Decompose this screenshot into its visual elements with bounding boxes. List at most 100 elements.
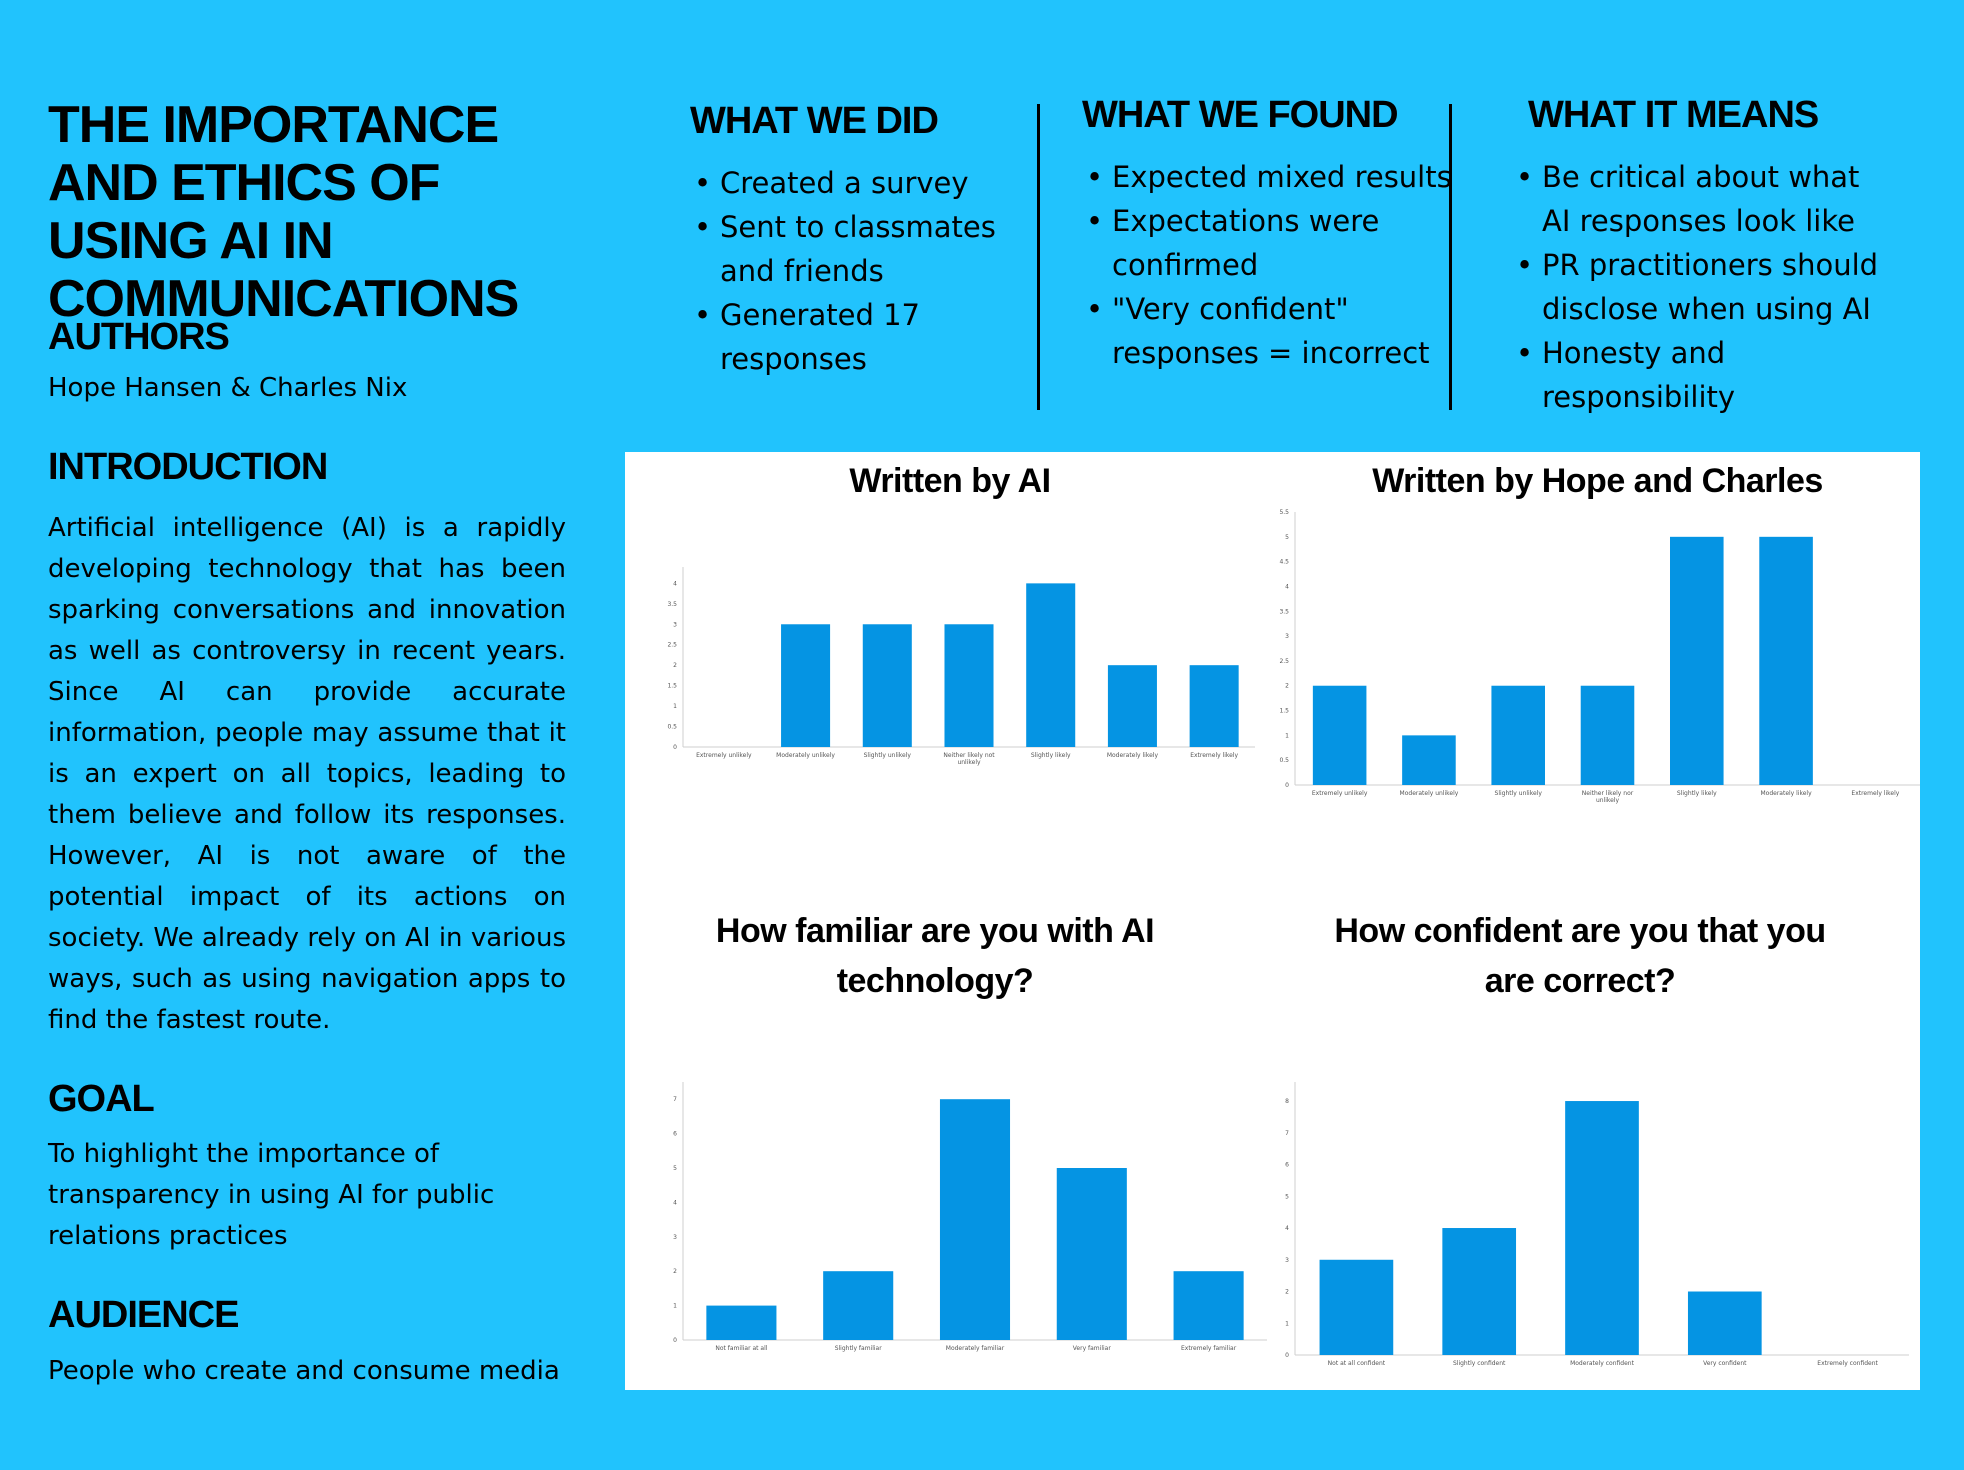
goal-text: To highlight the importance of transpare… [48,1139,495,1251]
x-tick-label: Moderately unlikely [776,752,835,759]
x-tick-label: Extremely confident [1817,1360,1878,1367]
bar [1056,1168,1127,1340]
y-tick-label: 0.5 [667,724,677,731]
list-item: Sent to classmates and friends [690,205,1020,293]
y-tick-label: 2.5 [1279,658,1289,665]
y-tick-label: 0 [1285,782,1289,789]
y-tick-label: 2 [673,1268,677,1275]
x-tick-label: Extremely unlikely [1312,790,1368,797]
what-we-found-heading: WHAT WE FOUND [1082,94,1399,136]
bar-chart-confidence: 0 1 2 3 4 5 6 7 8 Not at all confident Slightly co… [1285,1082,1909,1367]
list-item: Created a survey [690,161,1020,205]
y-tick-label: 4 [1285,583,1289,590]
what-we-did-heading: WHAT WE DID [690,100,939,142]
goal-heading: GOAL [48,1078,155,1120]
y-tick-label: 4 [673,1199,677,1206]
bar [1759,536,1813,785]
bar [1580,685,1635,785]
x-tick-label: Very familiar [1073,1345,1112,1352]
y-tick-label: 0.5 [1279,757,1289,764]
bar [862,624,912,747]
y-tick-label: 5 [1285,534,1289,541]
bar [1319,1259,1394,1355]
y-tick-label: 2.5 [667,642,677,649]
y-tick-label: 7 [673,1096,677,1103]
y-tick-label: 5 [673,1165,677,1172]
x-tick-label: Not familiar at all [715,1345,767,1352]
x-tick-label: Moderately likely [1107,752,1159,759]
bar [1565,1101,1639,1355]
introduction-heading: INTRODUCTION [48,446,328,488]
what-it-means-list: Be critical about what AI responses look… [1512,155,1892,419]
chart-title-confidence: How confident are you that you are corre… [1334,912,1826,1000]
chart-title-human: Written by Hope and Charles [1372,462,1823,500]
authors-text: Hope Hansen & Charles Nix [48,373,408,403]
bar [706,1305,777,1340]
column-divider [1449,104,1452,410]
x-tick-label: unlikely [1596,797,1620,804]
y-tick-label: 2 [673,662,677,669]
bar [1107,665,1157,747]
y-tick-label: 5 [1285,1193,1289,1200]
y-tick-label: 4 [673,580,677,587]
bar [1687,1291,1762,1355]
bar [1670,536,1724,785]
x-tick-label: Slightly likely [1677,790,1717,797]
y-tick-label: 3 [1285,1257,1289,1264]
authors-heading: AUTHORS [48,316,230,358]
what-it-means-heading: WHAT IT MEANS [1528,94,1819,136]
x-tick-label: Neither likely not [943,752,995,759]
audience-text: People who create and consume media [48,1356,560,1386]
bar-chart-written-by-hope-and-charles: 0 0.5 1 1.5 2 2.5 3 3.5 4 4.5 5 5.5 Extremely unlike… [1279,509,1920,804]
y-tick-label: 3.5 [1279,608,1289,615]
y-tick-label: 4 [1285,1225,1289,1232]
bar-chart-ai-familiarity: 0 1 2 3 4 5 6 7 Not familiar at all Slightly fami… [673,1082,1267,1352]
bar [1402,735,1456,785]
what-we-did-section: WHAT WE DID Created a survey Sent to cla… [690,100,1020,381]
y-tick-label: 1 [1285,1320,1289,1327]
y-tick-label: 3 [1285,633,1289,640]
y-tick-label: 6 [1285,1162,1289,1169]
x-tick-label: Slightly unlikely [1495,790,1543,797]
bar [1312,685,1367,785]
list-item: PR practitioners should disclose when us… [1512,243,1892,331]
x-tick-label: Extremely unlikely [696,752,752,759]
list-item: Honesty and responsibility [1512,331,1892,419]
bar [944,624,994,747]
y-tick-label: 1 [673,1303,677,1310]
x-tick-label: Not at all confident [1328,1360,1386,1367]
x-tick-label: Moderately unlikely [1400,790,1459,797]
y-tick-label: 6 [673,1131,677,1138]
y-tick-label: 1.5 [667,683,677,690]
y-tick-label: 7 [1285,1130,1289,1137]
bar-chart-written-by-ai: 0 0.5 1 1.5 2 2.5 3 3.5 4 Extremely unlikely Moder… [667,567,1255,766]
x-tick-label: Moderately likely [1760,790,1812,797]
x-tick-label: Extremely familiar [1181,1345,1237,1352]
bar [823,1271,894,1340]
y-tick-label: 8 [1285,1098,1289,1105]
y-tick-label: 5.5 [1279,509,1289,516]
poster-title: THE IMPORTANCE AND ETHICS OF USING AI IN… [48,96,519,328]
bar [781,624,831,747]
bar [1491,685,1545,785]
x-tick-label: unlikely [957,759,981,766]
chart-title-familiarity: How familiar are you with AI technology? [715,912,1155,1000]
y-tick-label: 2 [1285,683,1289,690]
bar [1173,1271,1244,1340]
y-tick-label: 2 [1285,1289,1289,1296]
list-item: Expectations were confirmed [1082,199,1452,287]
x-tick-label: Slightly likely [1031,752,1071,759]
y-tick-label: 1.5 [1279,708,1289,715]
y-tick-label: 3 [673,1234,677,1241]
x-tick-label: Neither likely nor [1582,790,1634,797]
x-tick-label: Slightly confident [1453,1360,1506,1367]
x-tick-label: Moderately familiar [946,1345,1005,1352]
y-tick-label: 0 [1285,1352,1289,1359]
y-tick-label: 1 [673,703,677,710]
x-tick-label: Very confident [1703,1360,1747,1367]
bar [939,1099,1011,1340]
y-tick-label: 3 [673,621,677,628]
list-item: Expected mixed results [1082,155,1452,199]
x-tick-label: Extremely likely [1190,752,1238,759]
what-it-means-section: WHAT IT MEANS Be critical about what AI … [1512,94,1892,419]
